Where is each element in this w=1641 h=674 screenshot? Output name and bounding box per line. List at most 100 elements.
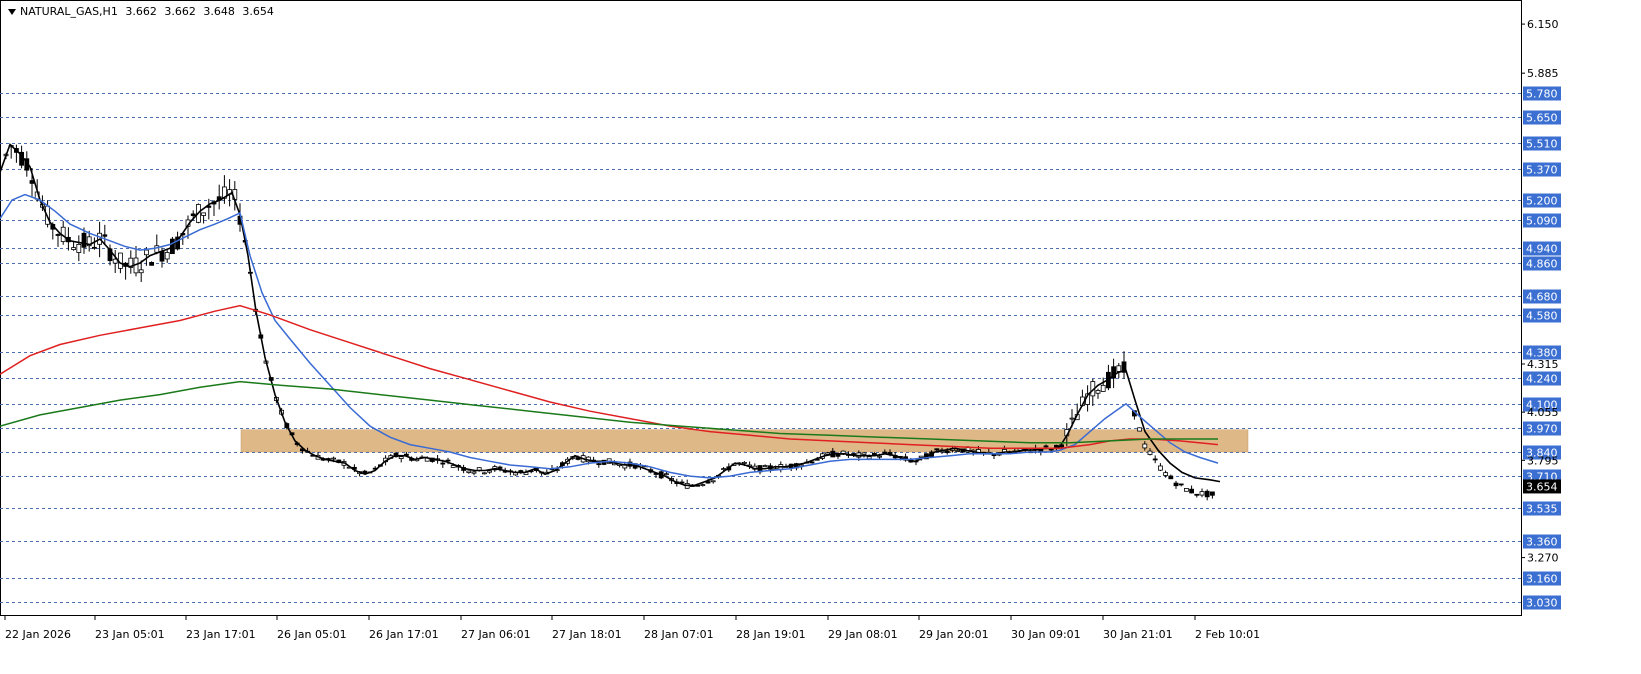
level-label-box: [1523, 110, 1561, 125]
time-tick-label: 29 Jan 20:01: [919, 628, 989, 641]
moving-average-line: [0, 304, 1219, 450]
level-label-box: [1523, 213, 1561, 228]
candle-body: [1210, 491, 1215, 496]
candle-body: [201, 212, 207, 216]
price-tick-label: 5.885: [1527, 67, 1559, 80]
candle-body: [861, 452, 867, 455]
time-tick-label: 29 Jan 08:01: [828, 628, 898, 641]
candle-body: [149, 262, 155, 266]
collapse-triangle-icon[interactable]: [8, 9, 16, 15]
level-label-box: [1523, 501, 1561, 516]
current-price-label: 3.654: [1526, 480, 1558, 493]
price-tick-label: 3.795: [1527, 454, 1559, 467]
time-tick-label: 22 Jan 2026: [5, 628, 71, 641]
candle-body: [112, 258, 118, 264]
time-tick-label: 27 Jan 18:01: [552, 628, 622, 641]
level-label: 4.240: [1526, 373, 1558, 386]
candle-body: [596, 463, 602, 466]
time-tick-label: 26 Jan 05:01: [277, 628, 347, 641]
candle-body: [1043, 445, 1049, 448]
candle-body: [918, 455, 924, 458]
candle-body: [1152, 458, 1158, 461]
candle-body: [331, 457, 337, 460]
candle-body: [159, 250, 165, 262]
candle-body: [934, 448, 940, 451]
time-tick-label: 28 Jan 19:01: [736, 628, 806, 641]
candle-body: [705, 481, 711, 484]
candle-body: [481, 472, 487, 475]
candle-body: [81, 232, 87, 248]
candle-body: [1204, 490, 1210, 498]
candle-body: [164, 252, 170, 260]
level-label-box: [1523, 595, 1561, 610]
candle-body: [1137, 427, 1142, 432]
candle-body: [700, 484, 706, 486]
symbol-label: NATURAL_GAS,H1: [20, 5, 118, 18]
candle-body: [1189, 488, 1194, 494]
level-label: 4.680: [1526, 291, 1558, 304]
level-label-box: [1523, 421, 1561, 436]
open-value: 3.662: [125, 5, 157, 18]
time-tick-label: 27 Jan 06:01: [461, 628, 531, 641]
level-label: 5.090: [1526, 215, 1558, 228]
chart-header: NATURAL_GAS,H1 3.662 3.662 3.648 3.654: [8, 5, 278, 18]
candle-body: [877, 455, 882, 458]
candle-body: [1100, 384, 1106, 392]
candle-body: [138, 269, 144, 274]
candle-body: [86, 236, 92, 247]
level-label: 5.370: [1526, 164, 1558, 177]
level-label-box: [1523, 193, 1561, 208]
level-label-box: [1523, 308, 1561, 323]
level-label-box: [1523, 371, 1561, 386]
candle-body: [835, 453, 841, 457]
level-label-box: [1523, 241, 1561, 256]
candle-body: [1163, 472, 1168, 476]
candle-body: [128, 257, 134, 268]
candle-body: [107, 248, 113, 262]
candle-body: [944, 450, 950, 454]
candle-body: [851, 453, 856, 455]
level-label-box: [1523, 136, 1561, 151]
low-value: 3.648: [203, 5, 235, 18]
candle-body: [398, 456, 404, 460]
candle-body: [1147, 450, 1153, 455]
candle-body: [450, 465, 456, 468]
level-label-box: [1523, 445, 1561, 460]
level-label: 3.360: [1526, 536, 1558, 549]
candle-body: [1178, 483, 1184, 486]
candle-body: [440, 462, 446, 465]
level-label: 4.100: [1526, 399, 1558, 412]
price-tick-label: 4.055: [1527, 406, 1559, 419]
price-tick-label: 4.315: [1527, 358, 1559, 371]
candle-body: [1116, 365, 1122, 372]
candle-body: [1095, 390, 1101, 394]
candle-body: [471, 471, 477, 474]
candle-body: [466, 470, 472, 473]
candle-body: [1158, 465, 1163, 471]
candle-body: [1199, 491, 1205, 496]
candle-body: [1142, 443, 1148, 449]
time-tick-label: 2 Feb 10:01: [1195, 628, 1260, 641]
candle-body: [1184, 488, 1189, 492]
level-label: 3.970: [1526, 423, 1558, 436]
current-price-box: [1523, 479, 1561, 494]
candle-body: [497, 466, 503, 469]
candle-body: [1121, 361, 1127, 373]
candle-body: [487, 470, 493, 473]
support-resistance-zone: [240, 429, 1249, 453]
moving-average-line: [0, 380, 1218, 444]
candle-body: [710, 480, 716, 483]
plot-frame: [0, 0, 1522, 616]
level-label-box: [1523, 162, 1561, 177]
moving-average-line: [0, 193, 1219, 479]
level-label: 4.940: [1526, 243, 1558, 256]
candle-body: [721, 468, 726, 471]
level-label: 5.780: [1526, 88, 1558, 101]
level-label: 3.160: [1526, 573, 1558, 586]
candle-body: [742, 462, 747, 464]
candle-body: [809, 461, 815, 464]
level-label: 3.535: [1526, 503, 1558, 516]
candle-body: [882, 451, 888, 454]
price-tick-label: 6.150: [1527, 18, 1559, 31]
